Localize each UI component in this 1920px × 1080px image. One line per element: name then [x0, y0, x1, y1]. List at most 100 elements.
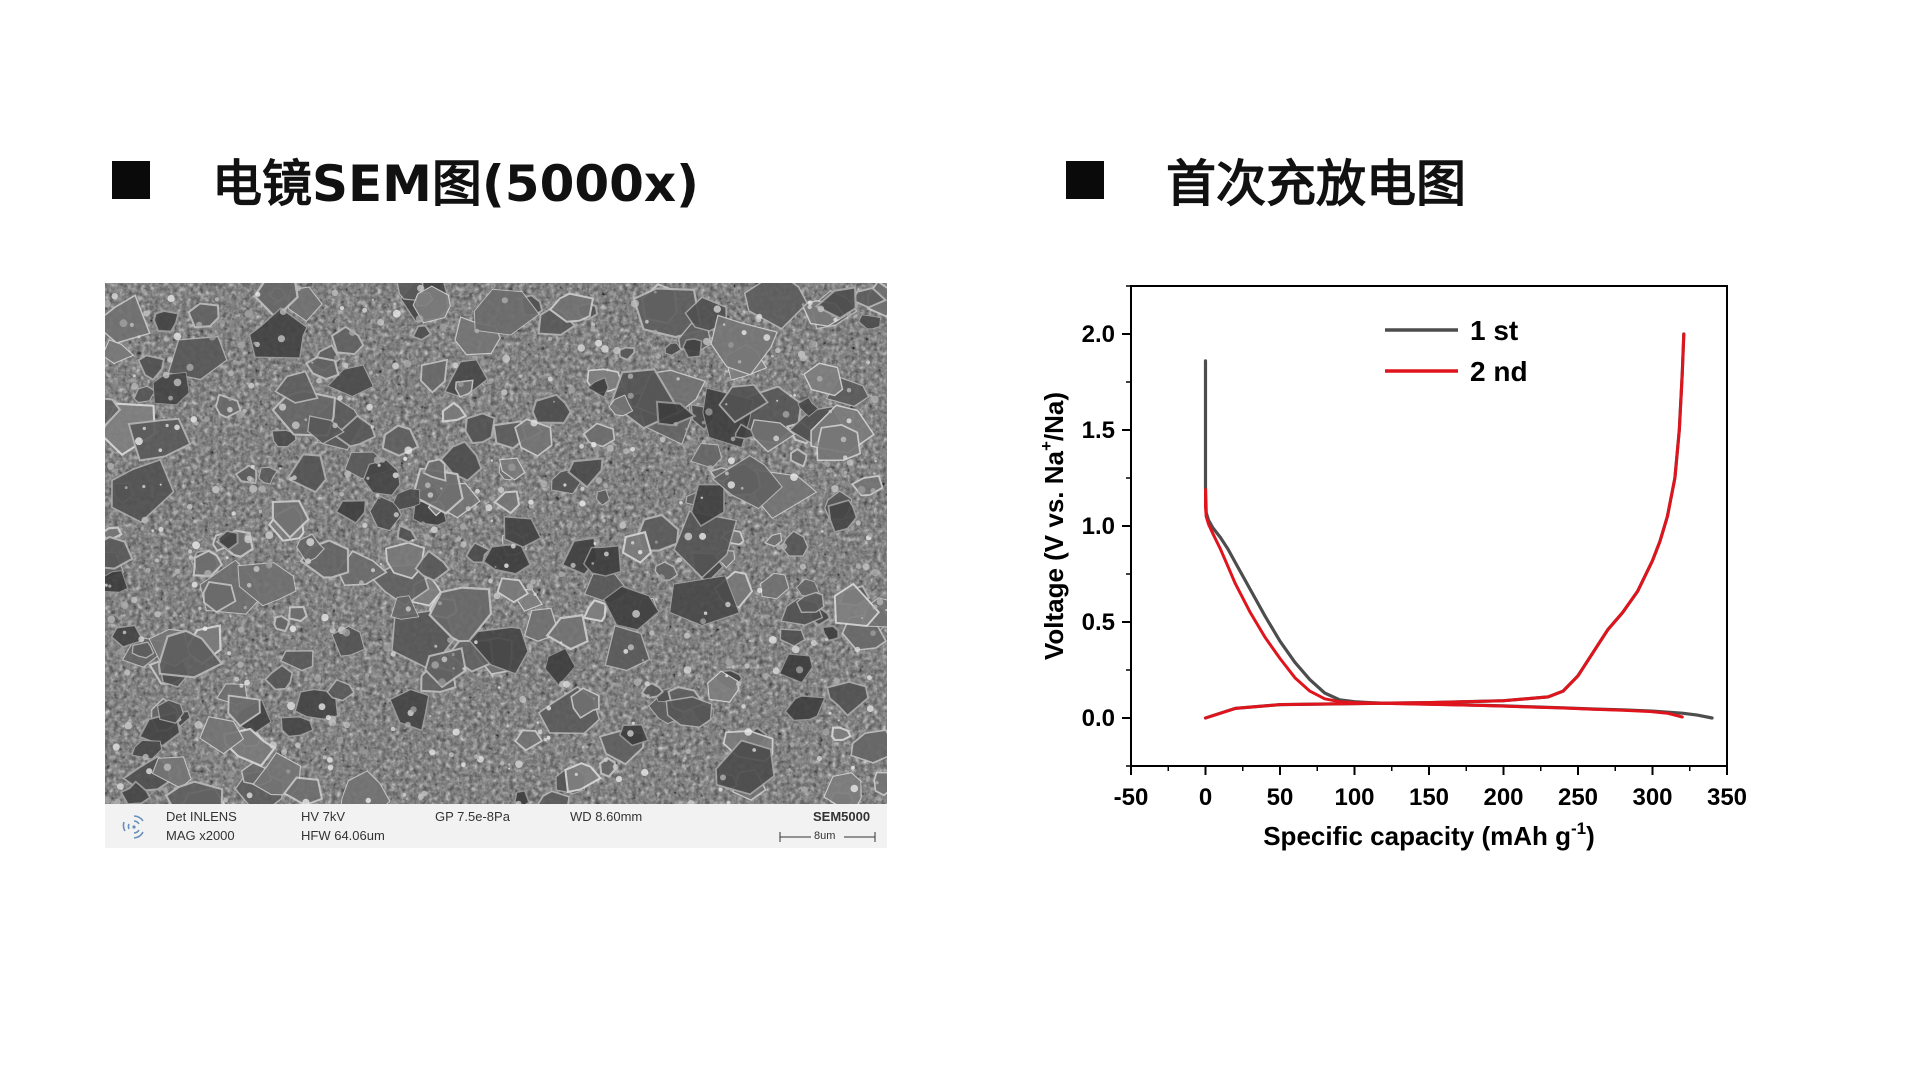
sem-fine-particle	[726, 377, 732, 382]
sem-particle	[152, 309, 180, 333]
sem-fine-particle	[365, 797, 371, 804]
sem-fine-particle	[595, 339, 603, 347]
sem-fine-particle	[269, 607, 273, 611]
sem-fine-particle	[705, 408, 713, 416]
sem-fine-particle	[154, 558, 159, 563]
sem-fine-particle	[246, 792, 253, 799]
sem-particle	[503, 515, 542, 549]
sem-fine-particle	[291, 421, 300, 430]
sem-fine-particle	[191, 581, 198, 588]
y-axis-label-end: /Na)	[1039, 392, 1069, 441]
sem-particle	[286, 453, 327, 494]
sem-fine-particle	[451, 652, 455, 657]
sem-fine-particle	[502, 354, 511, 363]
plot-frame	[1130, 285, 1728, 767]
sem-fine-particle	[547, 505, 553, 510]
sem-fine-particle	[383, 644, 391, 652]
sem-fine-particle	[173, 332, 182, 341]
sem-fine-particle	[528, 504, 533, 509]
sem-fine-particle	[175, 568, 181, 574]
sem-particle	[673, 510, 738, 579]
y-tick-label: 1.5	[1082, 417, 1115, 444]
sem-fine-particle	[107, 462, 115, 470]
sem-fine-particle	[132, 366, 136, 370]
sem-particle	[304, 356, 340, 381]
sem-fine-particle	[808, 340, 817, 348]
sem-fine-particle	[504, 563, 509, 568]
sem-fine-particle	[242, 408, 247, 414]
sem-fine-particle	[243, 605, 247, 610]
sem-fine-particle	[246, 475, 253, 482]
sem-fine-particle	[132, 374, 136, 378]
sem-fine-particle	[762, 672, 769, 679]
sem-fine-particle	[723, 373, 726, 376]
sem-particle	[548, 292, 595, 323]
sem-fine-particle	[111, 293, 118, 300]
sem-fine-particle	[228, 370, 234, 377]
sem-fine-particle	[649, 630, 655, 636]
sem-fine-particle	[237, 661, 244, 668]
sem-particle	[331, 625, 366, 657]
sem-fine-particle	[627, 644, 635, 651]
sem-fine-particle	[659, 285, 664, 290]
x-tick-label: 150	[1409, 784, 1449, 811]
sem-fine-particle	[460, 541, 467, 548]
sem-fine-particle	[846, 459, 854, 466]
sem-particle	[833, 582, 881, 627]
sem-fine-particle	[673, 422, 678, 427]
sem-particle	[187, 302, 220, 329]
sem-fine-particle	[321, 613, 329, 622]
sem-fine-particle	[788, 345, 792, 350]
sem-fine-particle	[490, 459, 493, 462]
sem-fine-particle	[114, 798, 121, 804]
sem-fine-particle	[332, 422, 338, 429]
sem-fine-particle	[612, 764, 619, 770]
sem-fine-particle	[107, 610, 111, 614]
sem-fine-particle	[631, 721, 635, 725]
pressure-label: GP 7.5e-8Pa	[435, 809, 510, 824]
sem-fine-particle	[362, 522, 368, 528]
sem-fine-particle	[190, 416, 198, 423]
sem-fine-particle	[390, 651, 396, 657]
sem-fine-particle	[168, 395, 173, 401]
sem-fine-particle	[638, 550, 643, 555]
sem-fine-particle	[418, 794, 424, 800]
sem-fine-particle	[163, 763, 172, 771]
sem-particle	[545, 613, 589, 651]
sem-fine-particle	[538, 579, 542, 582]
sem-fine-particle	[560, 641, 563, 644]
sem-particle	[131, 739, 163, 760]
sem-fine-particle	[871, 568, 880, 577]
sem-fine-particle	[143, 310, 150, 317]
sem-fine-particle	[392, 472, 399, 479]
sem-fine-particle	[192, 541, 200, 550]
sem-particle	[217, 529, 239, 551]
sem-particle	[280, 716, 314, 738]
sem-fine-particle	[591, 562, 594, 565]
sem-fine-particle	[339, 306, 345, 311]
sem-fine-particle	[137, 335, 141, 339]
sem-particle	[690, 442, 722, 469]
sem-fine-particle	[469, 401, 476, 408]
sem-fine-particle	[350, 445, 357, 452]
sem-fine-particle	[633, 678, 642, 686]
sem-fine-particle	[869, 559, 872, 561]
sem-fine-particle	[105, 797, 111, 804]
sem-particle	[665, 696, 713, 728]
sem-fine-particle	[546, 705, 552, 711]
sem-fine-particle	[173, 378, 182, 387]
sem-fine-particle	[486, 378, 493, 385]
sem-particle	[797, 396, 820, 418]
sem-fine-particle	[515, 800, 522, 804]
sem-fine-particle	[725, 403, 728, 406]
sem-fine-particle	[179, 614, 182, 618]
sem-fine-particle	[799, 563, 807, 570]
sem-fine-particle	[325, 714, 331, 721]
magnification-label: MAG x2000	[166, 828, 235, 843]
sem-fine-particle	[530, 578, 536, 585]
sem-fine-particle	[623, 448, 630, 455]
sem-fine-particle	[591, 325, 595, 329]
sem-fine-particle	[227, 406, 233, 413]
sem-fine-particle	[236, 411, 244, 419]
sem-fine-particle	[360, 442, 365, 448]
